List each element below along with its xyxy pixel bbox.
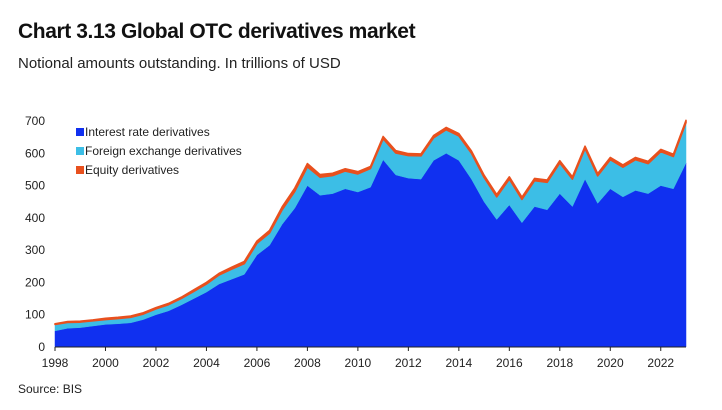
y-tick-label: 500 [25,179,45,193]
x-tick-label: 2014 [445,356,472,370]
legend-label: Interest rate derivatives [85,125,210,139]
x-tick-label: 2012 [395,356,422,370]
chart-title: Chart 3.13 Global OTC derivatives market [18,20,416,43]
y-tick-label: 0 [38,340,45,354]
chart-axes: 0 100 200 300 400 500 600 700 1998 2000 2002 2004 20… [25,114,686,370]
x-tick-label: 2008 [294,356,321,370]
x-tick-label: 2010 [345,356,372,370]
y-tick-label: 600 [25,146,45,160]
legend-swatch [76,166,84,174]
chart-subtitle: Notional amounts outstanding. In trillio… [18,55,341,72]
y-tick-label: 400 [25,211,45,225]
chart-source: Source: BIS [18,382,83,396]
x-tick-label: 2018 [546,356,573,370]
legend-swatch [76,147,84,155]
legend-label: Equity derivatives [85,163,179,177]
area-series-equity-derivatives [54,119,687,326]
x-tick-label: 1998 [42,356,69,370]
x-tick-label: 2006 [244,356,271,370]
x-tick-label: 2002 [143,356,170,370]
y-tick-label: 100 [25,308,45,322]
x-tick-label: 2000 [92,356,119,370]
x-tick-label: 2020 [597,356,624,370]
x-tick-label: 2022 [647,356,674,370]
y-tick-label: 300 [25,243,45,257]
y-tick-label: 700 [25,114,45,128]
x-tick-label: 2016 [496,356,523,370]
x-tick-label: 2004 [193,356,220,370]
y-tick-label: 200 [25,275,45,289]
chart-legend: Interest rate derivatives Foreign exchang… [76,125,242,177]
legend-label: Foreign exchange derivatives [85,144,242,158]
legend-swatch [76,128,84,136]
